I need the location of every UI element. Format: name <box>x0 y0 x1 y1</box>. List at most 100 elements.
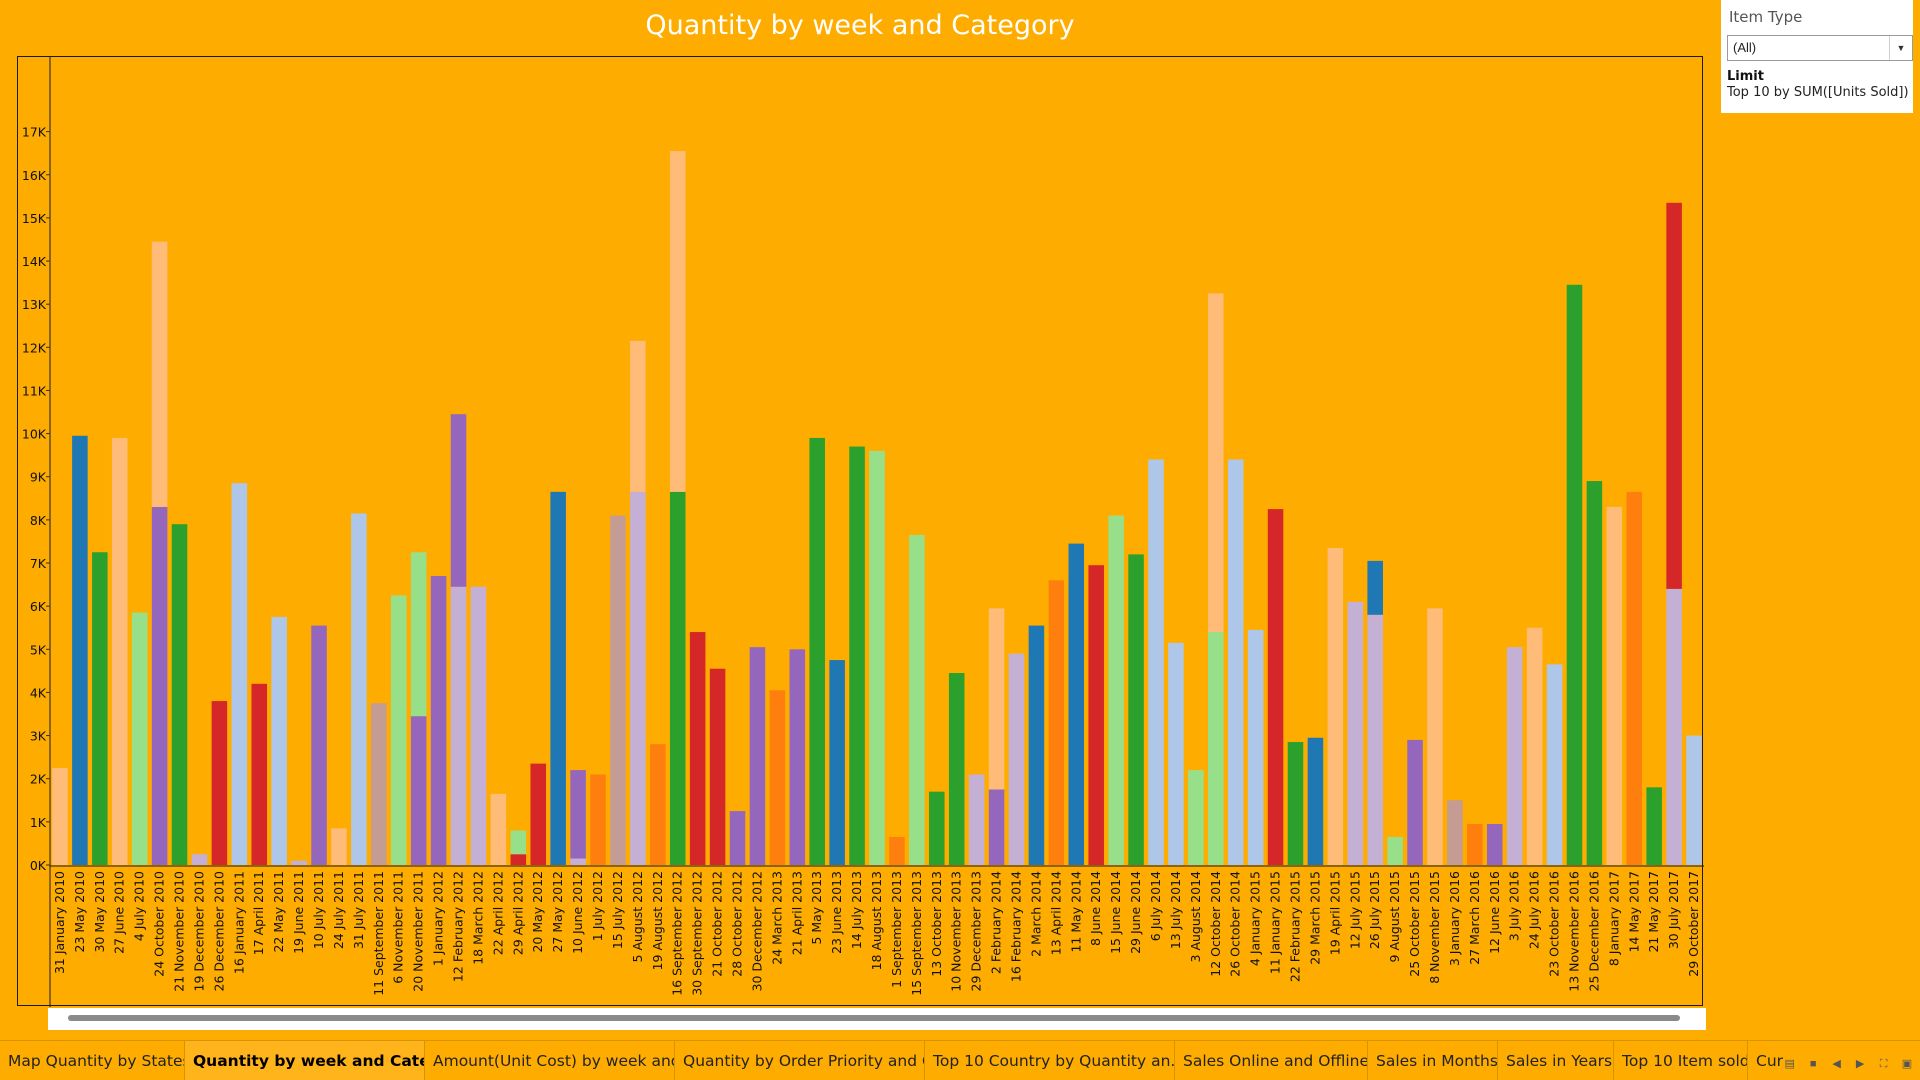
bar-segment[interactable] <box>1666 588 1682 865</box>
bar-segment[interactable] <box>311 625 327 865</box>
next-tab-icon[interactable]: ▶ <box>1855 1058 1865 1070</box>
tab-amount-unit-cost[interactable]: Amount(Unit Cost) by week and ... <box>425 1041 675 1080</box>
bar-segment[interactable] <box>1327 547 1344 865</box>
bar-segment[interactable] <box>1028 625 1045 865</box>
bar-segment[interactable] <box>1626 491 1643 865</box>
bar-segment[interactable] <box>1088 565 1104 865</box>
filmstrip-icon[interactable]: ■ <box>1809 1058 1817 1070</box>
bar-segment[interactable] <box>1646 787 1662 865</box>
item-type-dropdown[interactable]: (All) ▼ <box>1727 35 1913 61</box>
bar-segment[interactable] <box>610 515 626 865</box>
bar-segment[interactable] <box>450 414 467 587</box>
bar-segment[interactable] <box>1407 739 1423 865</box>
bar-segment[interactable] <box>1526 627 1543 865</box>
bar-segment[interactable] <box>1188 770 1204 865</box>
bar-segment[interactable] <box>729 811 746 865</box>
bar-segment[interactable] <box>988 789 1005 865</box>
presentation-icon[interactable]: ▣ <box>1901 1058 1913 1070</box>
tab-top-10-item-sold[interactable]: Top 10 Item sold <box>1614 1041 1748 1080</box>
bar-segment[interactable] <box>231 483 248 865</box>
bar-segment[interactable] <box>1586 481 1603 865</box>
bar-segment[interactable] <box>1566 284 1583 865</box>
bar-segment[interactable] <box>988 608 1005 790</box>
bar-segment[interactable] <box>52 767 68 865</box>
bar-segment[interactable] <box>171 524 188 865</box>
tab-quantity-by-order-priority[interactable]: Quantity by Order Priority and C... <box>675 1041 925 1080</box>
bar-segment[interactable] <box>510 854 527 865</box>
bar-segment[interactable] <box>1247 629 1264 865</box>
bar-segment[interactable] <box>1207 293 1224 633</box>
bar-segment[interactable] <box>1148 459 1164 865</box>
bar-segment[interactable] <box>490 793 507 865</box>
bar-segment[interactable] <box>1367 614 1383 865</box>
tab-sales-online-offline[interactable]: Sales Online and Offline <box>1175 1041 1368 1080</box>
bar-segment[interactable] <box>689 632 706 865</box>
bar-segment[interactable] <box>1447 800 1463 865</box>
bar-segment[interactable] <box>769 690 786 865</box>
bar-segment[interactable] <box>1666 202 1682 589</box>
bar-segment[interactable] <box>470 586 487 865</box>
bar-segment[interactable] <box>1168 642 1184 865</box>
bar-segment[interactable] <box>1367 560 1383 615</box>
bar-segment[interactable] <box>1287 742 1304 865</box>
bar-segment[interactable] <box>968 774 985 865</box>
fullscreen-icon[interactable]: ⛶ <box>1879 1058 1888 1070</box>
bar-segment[interactable] <box>1506 647 1523 865</box>
bar-segment[interactable] <box>1108 515 1124 865</box>
bar-segment[interactable] <box>1008 653 1025 865</box>
scrollbar-thumb[interactable] <box>68 1015 1680 1021</box>
bar-segment[interactable] <box>909 534 925 865</box>
bar-segment[interactable] <box>271 616 287 865</box>
bar-segment[interactable] <box>630 340 646 492</box>
bar-segment[interactable] <box>869 450 885 865</box>
bar-segment[interactable] <box>550 491 566 865</box>
bar-segment[interactable] <box>1427 608 1443 865</box>
bar-segment[interactable] <box>1467 824 1483 865</box>
bar-segment[interactable] <box>1546 664 1563 865</box>
bar-segment[interactable] <box>1207 632 1224 865</box>
bar-segment[interactable] <box>351 513 367 865</box>
bar-segment[interactable] <box>1307 737 1324 865</box>
bar-segment[interactable] <box>630 491 646 865</box>
bar-segment[interactable] <box>948 673 965 865</box>
bar-segment[interactable] <box>331 828 347 865</box>
bar-segment[interactable] <box>410 716 427 865</box>
bar-segment[interactable] <box>410 552 427 717</box>
bar-segment[interactable] <box>789 649 806 865</box>
bar-segment[interactable] <box>92 552 108 865</box>
bar-segment[interactable] <box>709 668 726 865</box>
bar-segment[interactable] <box>1347 601 1364 865</box>
tab-top-10-country[interactable]: Top 10 Country by Quantity an... <box>925 1041 1175 1080</box>
bar-segment[interactable] <box>151 506 168 865</box>
bar-segment[interactable] <box>450 586 467 865</box>
bar-segment[interactable] <box>291 860 307 865</box>
tab-map-quantity-by-states[interactable]: Map Quantity by States <box>0 1041 185 1080</box>
bar-segment[interactable] <box>530 763 547 865</box>
tab-sales-in-months[interactable]: Sales in Months <box>1368 1041 1498 1080</box>
chevron-down-icon[interactable]: ▼ <box>1889 36 1912 60</box>
bar-segment[interactable] <box>1128 554 1144 865</box>
bar-segment[interactable] <box>151 241 168 507</box>
bar-segment[interactable] <box>111 437 128 865</box>
bar-segment[interactable] <box>1387 836 1403 865</box>
bar-segment[interactable] <box>131 612 148 865</box>
bar-segment[interactable] <box>809 437 825 865</box>
bar-segment[interactable] <box>650 744 666 865</box>
bar-segment[interactable] <box>849 446 865 865</box>
bar-segment[interactable] <box>889 836 905 865</box>
bar-segment[interactable] <box>669 151 686 492</box>
bar-segment[interactable] <box>251 683 268 865</box>
bar-segment[interactable] <box>390 595 407 865</box>
bar-segment[interactable] <box>510 830 527 855</box>
bar-segment[interactable] <box>430 575 447 865</box>
bar-segment[interactable] <box>669 491 686 865</box>
previous-tab-icon[interactable]: ◀ <box>1832 1058 1841 1070</box>
bar-segment[interactable] <box>1267 509 1284 865</box>
bar-segment[interactable] <box>191 854 208 865</box>
bar-segment[interactable] <box>371 703 387 865</box>
tab-overflow-partial[interactable]: Cur <box>1756 1052 1784 1070</box>
bar-segment[interactable] <box>1486 824 1503 865</box>
bar-segment[interactable] <box>929 791 945 865</box>
bar-segment[interactable] <box>570 858 586 865</box>
bar-segment[interactable] <box>1068 543 1085 865</box>
